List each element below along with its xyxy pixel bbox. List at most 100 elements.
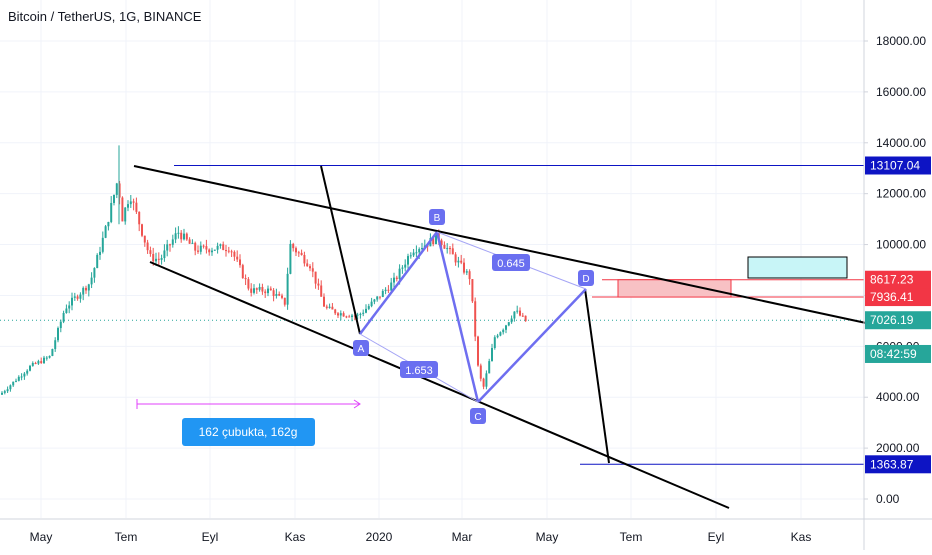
candle-body bbox=[68, 305, 71, 309]
candle-body bbox=[407, 256, 409, 265]
candle-body bbox=[104, 226, 107, 238]
candle-body bbox=[26, 370, 29, 374]
candle-body bbox=[79, 294, 82, 299]
pattern-point-a-label: A bbox=[358, 344, 365, 355]
candle-body bbox=[37, 361, 40, 364]
pattern-point-b-marker[interactable] bbox=[429, 209, 445, 225]
candle-body bbox=[188, 239, 191, 244]
candle-body bbox=[457, 260, 460, 263]
candle-body bbox=[303, 254, 306, 264]
candle-body bbox=[421, 248, 423, 250]
chart-title: Bitcoin / TetherUS, 1G, BINANCE bbox=[8, 9, 202, 24]
candle-body bbox=[163, 250, 166, 259]
candle-body bbox=[309, 266, 311, 269]
candle-body bbox=[325, 306, 328, 308]
candle-body bbox=[345, 316, 348, 318]
target-zone-box[interactable] bbox=[747, 256, 848, 279]
candle-body bbox=[278, 293, 281, 296]
pattern-leg-cd[interactable] bbox=[477, 288, 587, 403]
x-tick-label: Mar bbox=[452, 530, 473, 544]
candle-body bbox=[3, 391, 6, 393]
candle-body bbox=[269, 288, 272, 291]
drop-projection-line-2[interactable] bbox=[584, 288, 610, 464]
candle-body bbox=[138, 211, 141, 225]
x-tick-label: Tem bbox=[620, 530, 643, 544]
price-tag-level-8617-text: 8617.23 bbox=[870, 273, 914, 287]
x-tick-label: Eyl bbox=[202, 530, 219, 544]
candle-body bbox=[485, 373, 488, 387]
price-tag-level-13107-text: 13107.04 bbox=[870, 158, 920, 172]
pattern-point-b-label: B bbox=[434, 213, 441, 224]
candle-body bbox=[57, 328, 59, 341]
candle-body bbox=[29, 365, 31, 371]
y-tick-label: 14000.00 bbox=[876, 136, 926, 150]
candle-body bbox=[90, 277, 93, 285]
price-tag-current-price-text: 7026.19 bbox=[870, 313, 914, 327]
candle-body bbox=[20, 376, 23, 378]
candle-body bbox=[143, 235, 146, 243]
candle-body bbox=[519, 310, 521, 316]
sell-zone-box[interactable] bbox=[617, 279, 732, 298]
x-tick-label: Kas bbox=[791, 530, 812, 544]
candle-body bbox=[499, 332, 502, 336]
candle-body bbox=[99, 251, 101, 255]
candle-body bbox=[180, 232, 183, 240]
candle-body bbox=[110, 202, 113, 222]
ratio-badge bbox=[400, 361, 438, 378]
price-tag-level-7936-text: 7936.41 bbox=[870, 290, 914, 304]
y-tick-label: 12000.00 bbox=[876, 187, 926, 201]
drawing-tools[interactable]: A B C D 0.645 1.653 162 çubukta, 162g bbox=[0, 164, 867, 509]
candle-body bbox=[281, 295, 283, 298]
candle-body bbox=[202, 245, 205, 247]
candle-body bbox=[239, 259, 241, 266]
candle-body bbox=[342, 313, 345, 317]
pattern-point-d-marker[interactable] bbox=[578, 270, 594, 286]
candle-body bbox=[236, 256, 239, 260]
candle-body bbox=[227, 250, 230, 252]
candle-body bbox=[132, 201, 135, 203]
candle-body bbox=[435, 233, 437, 245]
candle-body bbox=[9, 385, 12, 390]
candle-body bbox=[334, 309, 337, 314]
candle-body bbox=[23, 373, 26, 377]
pattern-leg-ab[interactable] bbox=[359, 231, 438, 335]
upper-trendline[interactable] bbox=[133, 165, 867, 324]
price-tag-level-13107 bbox=[865, 156, 931, 175]
pattern-point-c-marker[interactable] bbox=[470, 408, 486, 424]
price-tag-current-price bbox=[865, 311, 931, 330]
candle-body bbox=[505, 325, 507, 330]
candle-body bbox=[359, 313, 362, 315]
candle-body bbox=[460, 260, 463, 263]
candle-body bbox=[507, 322, 510, 326]
pattern-point-a-marker[interactable] bbox=[353, 340, 369, 356]
candle-body bbox=[376, 296, 379, 300]
candle-body bbox=[121, 197, 124, 222]
candle-body bbox=[211, 250, 213, 253]
candle-body bbox=[412, 252, 415, 256]
pattern-leg-bc[interactable] bbox=[435, 231, 480, 403]
candle-body bbox=[524, 315, 527, 322]
candle-body bbox=[247, 279, 250, 289]
candle-body bbox=[177, 232, 180, 234]
drop-projection-line-1[interactable] bbox=[320, 165, 361, 335]
candle-body bbox=[379, 296, 381, 298]
candle-body bbox=[398, 268, 401, 280]
candle-body bbox=[283, 297, 286, 305]
candle-body bbox=[62, 313, 65, 322]
candle-body bbox=[432, 238, 435, 245]
candle-body bbox=[197, 250, 199, 252]
lower-trendline[interactable] bbox=[149, 261, 730, 509]
x-tick-label: Tem bbox=[115, 530, 138, 544]
candle-body bbox=[311, 268, 314, 272]
pattern-point-c-label: C bbox=[474, 412, 481, 423]
candle-body bbox=[306, 263, 309, 267]
candle-body bbox=[40, 361, 43, 364]
candle-body bbox=[85, 287, 87, 291]
price-tag-countdown bbox=[865, 344, 931, 363]
candle-body bbox=[216, 245, 219, 250]
candle-body bbox=[71, 297, 73, 306]
candle-body bbox=[510, 318, 513, 323]
candle-body bbox=[113, 194, 115, 203]
